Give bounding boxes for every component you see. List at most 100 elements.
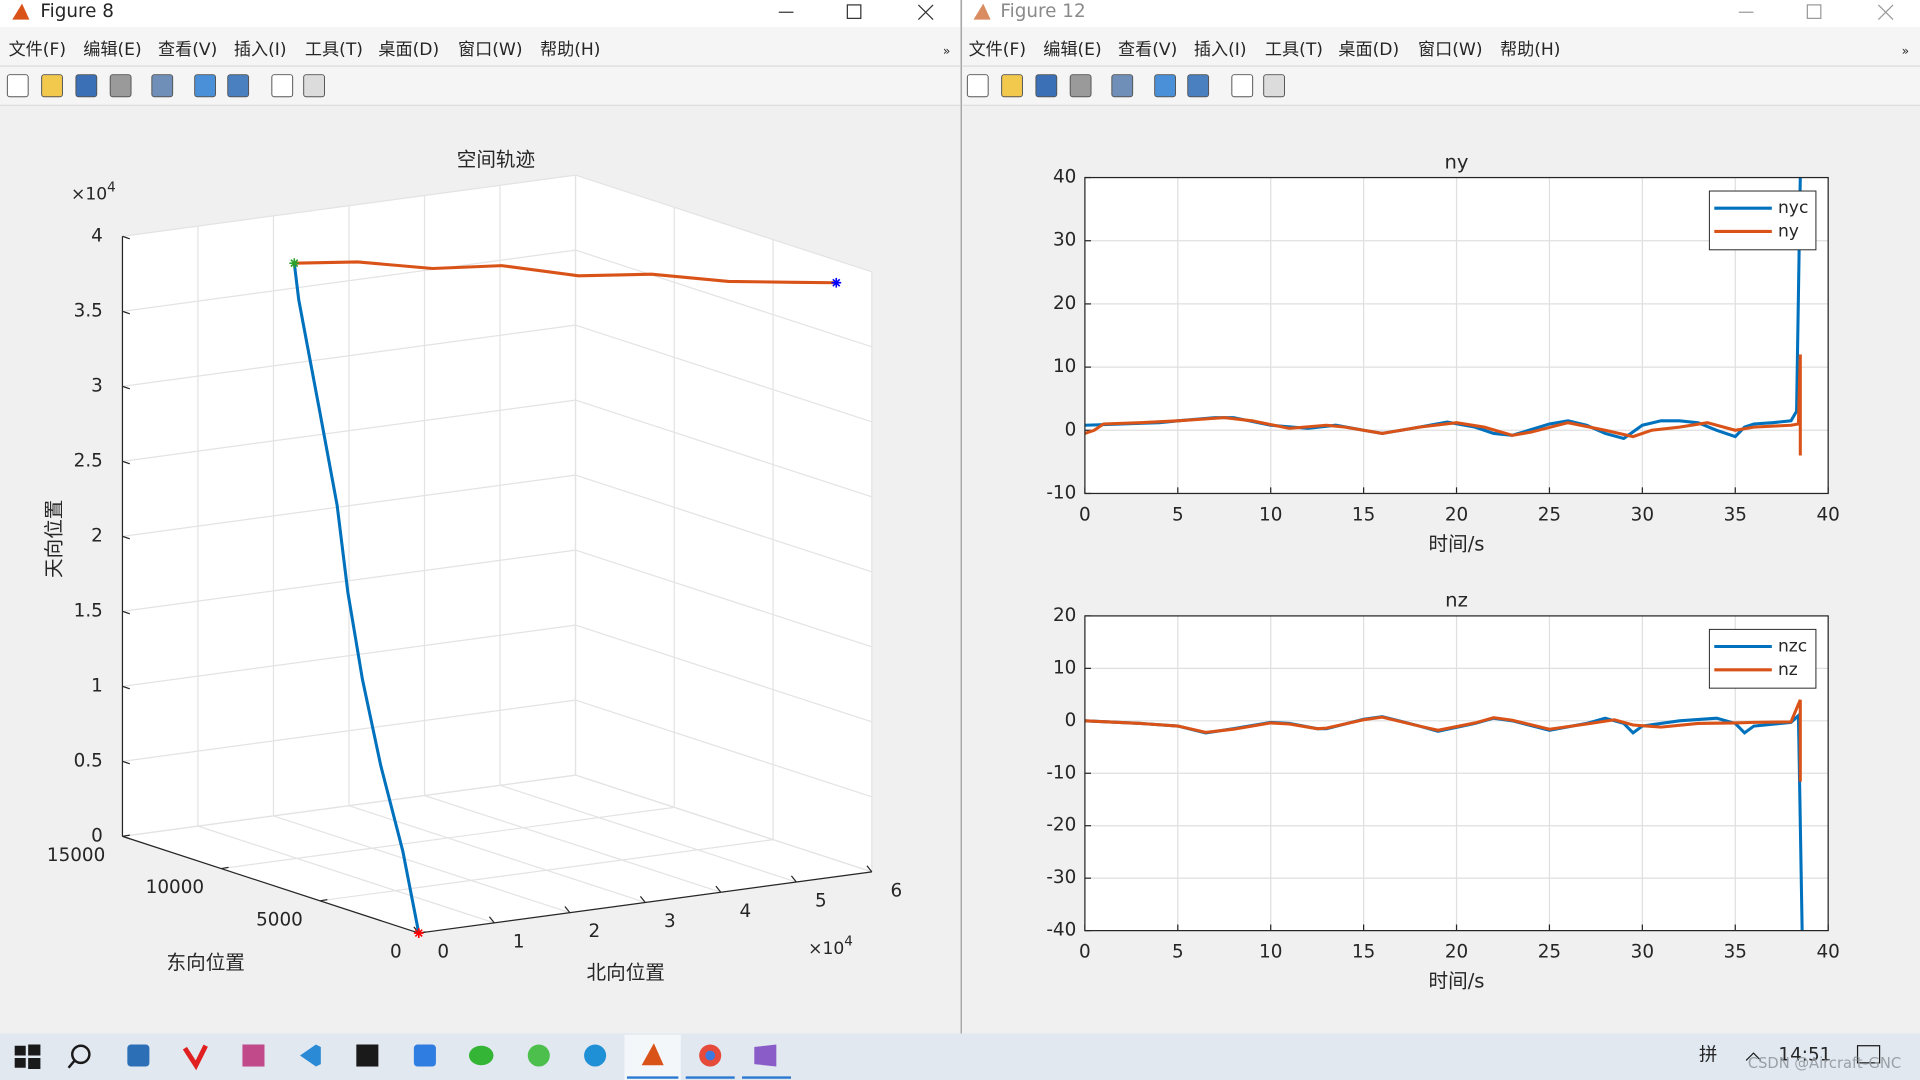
app-icon[interactable] bbox=[413, 1044, 436, 1067]
x-tick-label: 0 bbox=[437, 942, 449, 963]
toolbar-button[interactable] bbox=[1111, 74, 1134, 98]
toolbar-button[interactable] bbox=[194, 74, 216, 98]
grid-line bbox=[122, 249, 576, 312]
tick-mark bbox=[715, 885, 722, 893]
watermark: CSDN @Aircraft-GNC bbox=[1748, 1055, 1901, 1072]
toolbar-button[interactable] bbox=[303, 74, 325, 98]
tick-mark bbox=[122, 610, 130, 615]
x-tick-label: 5 bbox=[815, 891, 827, 912]
menu-item[interactable]: 插入(I) bbox=[234, 40, 287, 60]
menu-item[interactable]: 窗口(W) bbox=[458, 40, 523, 60]
maximize[interactable] bbox=[846, 4, 862, 19]
ime-indicator[interactable]: 拼 bbox=[1699, 1045, 1717, 1066]
tray-expand[interactable] bbox=[1745, 1052, 1762, 1061]
notification-icon[interactable] bbox=[1856, 1045, 1881, 1064]
app-icon[interactable] bbox=[300, 1044, 321, 1067]
tick-mark bbox=[866, 865, 873, 873]
grid-line bbox=[273, 815, 570, 914]
toolbar-button[interactable] bbox=[1069, 74, 1092, 98]
toolbar-button[interactable] bbox=[1263, 74, 1285, 98]
toolbar-button[interactable] bbox=[6, 74, 29, 98]
tick-mark bbox=[221, 866, 229, 870]
y-tick-label: 10000 bbox=[146, 877, 204, 898]
y-tick-label: -20 bbox=[1046, 815, 1076, 836]
z-tick-label: 3 bbox=[91, 375, 103, 396]
menu-item[interactable]: 工具(T) bbox=[1265, 40, 1323, 60]
z-tick-label: 3.5 bbox=[74, 300, 103, 321]
x-tick-label: 10 bbox=[1259, 505, 1282, 526]
z-tick-label: 1.5 bbox=[74, 600, 103, 621]
chart-title: 空间轨迹 bbox=[457, 148, 535, 171]
toolbar-button[interactable] bbox=[227, 74, 250, 98]
tick-mark bbox=[122, 835, 130, 840]
grid-line bbox=[122, 624, 576, 687]
x-tick-label: 5 bbox=[1172, 505, 1184, 526]
start-button[interactable] bbox=[14, 1044, 41, 1069]
menu-item[interactable]: 插入(I) bbox=[1194, 40, 1247, 60]
search-button[interactable] bbox=[71, 1044, 91, 1065]
menu-overflow[interactable]: » bbox=[943, 44, 951, 58]
x-tick-label: 3 bbox=[664, 911, 676, 932]
y-tick-label: 5000 bbox=[256, 909, 303, 930]
trajectory bbox=[294, 260, 837, 285]
app-icon[interactable] bbox=[242, 1044, 265, 1067]
app-icon[interactable] bbox=[127, 1044, 150, 1067]
z-tick-label: 2 bbox=[91, 525, 103, 546]
grid-line bbox=[424, 794, 722, 893]
menu-item[interactable]: 工具(T) bbox=[305, 40, 363, 60]
z-axis-label: 天向位置 bbox=[43, 500, 66, 578]
x-axis-label: 时间/s bbox=[1429, 532, 1485, 555]
x-tick-label: 20 bbox=[1445, 942, 1468, 963]
app-icon[interactable] bbox=[468, 1045, 494, 1066]
toolbar-button[interactable] bbox=[1001, 74, 1023, 98]
grid-line bbox=[122, 399, 576, 462]
close[interactable] bbox=[1877, 4, 1894, 21]
title-bar bbox=[0, 0, 960, 27]
app-icon[interactable] bbox=[182, 1044, 208, 1071]
toolbar-button[interactable] bbox=[41, 74, 63, 98]
menu-item[interactable]: 文件(F) bbox=[9, 40, 66, 60]
chart-title: nz bbox=[1445, 589, 1468, 612]
app-icon[interactable] bbox=[584, 1044, 607, 1067]
menu-item[interactable]: 帮助(H) bbox=[540, 40, 601, 60]
toolbar-button[interactable] bbox=[1154, 74, 1176, 98]
toolbar-button[interactable] bbox=[1187, 74, 1210, 98]
grid-line bbox=[575, 474, 873, 573]
menu-item[interactable]: 帮助(H) bbox=[1500, 40, 1561, 60]
multiplier-exponent: 4 bbox=[107, 180, 116, 195]
toolbar-button[interactable] bbox=[1035, 74, 1058, 98]
toolbar-button[interactable] bbox=[966, 74, 989, 98]
tick-mark bbox=[122, 760, 130, 765]
toolbar-button[interactable] bbox=[75, 74, 98, 98]
toolbar-button[interactable] bbox=[271, 74, 294, 98]
menu-item[interactable]: 窗口(W) bbox=[1418, 40, 1483, 60]
toolbar-button[interactable] bbox=[151, 74, 174, 98]
app-icon[interactable] bbox=[527, 1044, 550, 1067]
menu-item[interactable]: 桌面(D) bbox=[1338, 40, 1399, 60]
app-icon[interactable] bbox=[754, 1044, 777, 1067]
tick-mark bbox=[488, 916, 495, 924]
menu-item[interactable]: 文件(F) bbox=[969, 40, 1026, 60]
x-axis-label: 时间/s bbox=[1429, 970, 1485, 993]
toolbar-button[interactable] bbox=[1231, 74, 1254, 98]
multiplier-exponent: 4 bbox=[844, 935, 853, 950]
grid-line bbox=[575, 624, 873, 723]
x-tick-label: 20 bbox=[1445, 505, 1468, 526]
window: Figure 8 » 文件(F) 编辑(E) 查看(V) 插入(I) 工具(T) 桌面(D… bbox=[0, 0, 960, 984]
grid-line bbox=[122, 324, 576, 387]
app-icon bbox=[973, 3, 991, 20]
menu-item[interactable]: 编辑(E) bbox=[83, 40, 141, 60]
clock[interactable]: 14:51 bbox=[1778, 1045, 1831, 1066]
menu-item[interactable]: 桌面(D) bbox=[378, 40, 439, 60]
tick-mark bbox=[122, 535, 130, 540]
taskbar-bg bbox=[0, 1033, 1920, 1080]
menu-item[interactable]: 编辑(E) bbox=[1043, 40, 1101, 60]
menu-item[interactable]: 查看(V) bbox=[1118, 40, 1177, 60]
x-tick-label: 10 bbox=[1259, 942, 1282, 963]
maximize[interactable] bbox=[1806, 4, 1822, 19]
toolbar-button[interactable] bbox=[109, 74, 132, 98]
close[interactable] bbox=[917, 4, 934, 21]
menu-item[interactable]: 查看(V) bbox=[158, 40, 217, 60]
menu-overflow[interactable]: » bbox=[1902, 44, 1910, 58]
app-icon[interactable] bbox=[356, 1044, 379, 1067]
